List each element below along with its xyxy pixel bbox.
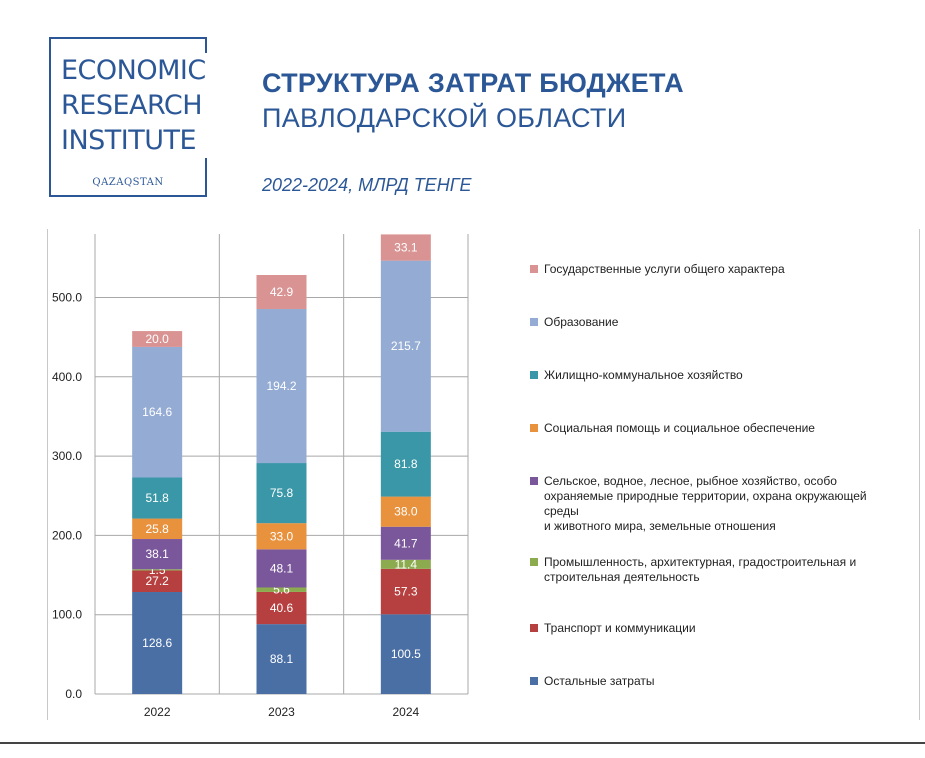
data-label: 194.2 — [266, 379, 296, 393]
bar-segment — [256, 591, 307, 625]
y-tick-label: 500.0 — [52, 290, 82, 304]
bar-segment — [256, 624, 307, 694]
legend-label-line: и животного мира, земельные отношения — [544, 519, 776, 533]
data-label: 215.7 — [391, 339, 421, 353]
data-label: 42.9 — [270, 285, 294, 299]
bar-segment — [380, 496, 431, 527]
bottom-divider — [0, 742, 925, 744]
legend-label-line: Сельское, водное, лесное, рыбное хозяйст… — [544, 474, 837, 488]
bar-segment — [256, 309, 307, 464]
data-label: 88.1 — [270, 652, 294, 666]
legend-label-line: Жилищно-коммунальное хозяйство — [544, 368, 743, 382]
legend-label: Жилищно-коммунальное хозяйство — [544, 368, 884, 383]
data-label: 57.3 — [394, 585, 418, 599]
legend-swatch — [530, 265, 538, 273]
bar-segment — [132, 477, 183, 519]
data-label: 38.0 — [394, 505, 418, 519]
logo-subtitle: QAZAQSTAN — [92, 177, 164, 188]
data-label: 33.0 — [270, 529, 294, 543]
legend-swatch — [530, 318, 538, 326]
bar-segment — [256, 587, 307, 592]
legend-swatch — [530, 558, 538, 566]
bar-segment — [256, 549, 307, 588]
y-tick-label: 0.0 — [65, 687, 82, 701]
bar-segment — [132, 346, 183, 478]
y-tick-label: 300.0 — [52, 449, 82, 463]
bar-segment — [256, 275, 307, 310]
data-label: 41.7 — [394, 536, 418, 550]
x-tick-label: 2024 — [392, 705, 419, 719]
data-label: 100.5 — [391, 647, 421, 661]
data-label: 27.2 — [145, 574, 169, 588]
data-label: 25.8 — [145, 522, 169, 536]
legend-swatch — [530, 477, 538, 485]
data-label: 11.4 — [395, 557, 418, 571]
chart-frame: 0.0 100.0 200.0 300.0 400.0 500.0 128.6 27.2 1.5… — [47, 229, 920, 720]
legend-label-line: охраняемые природные территории, охрана … — [544, 489, 867, 518]
legend-label-line: Промышленность, архитектурная, градостро… — [544, 555, 857, 569]
data-label: 48.1 — [270, 561, 294, 575]
data-label: 75.8 — [270, 486, 294, 500]
legend-label-line: Государственные услуги общего характера — [544, 262, 785, 276]
bar-segment — [132, 569, 183, 571]
legend-label-line: Образование — [544, 315, 619, 329]
legend-label: Социальная помощь и социальное обеспечен… — [544, 421, 884, 436]
data-label: 81.8 — [394, 457, 418, 471]
y-tick-label: 200.0 — [52, 528, 82, 542]
logo-line-2: RESEARCH — [61, 88, 203, 123]
legend-swatch — [530, 624, 538, 632]
x-tick-label: 2023 — [268, 705, 295, 719]
bar-segment — [380, 568, 431, 615]
bar-segment — [132, 592, 183, 694]
data-label: 40.6 — [270, 601, 294, 615]
legend-label: Промышленность, архитектурная, градостро… — [544, 555, 884, 585]
data-label: 20.0 — [145, 332, 169, 346]
bar-segment — [380, 260, 431, 432]
page-title-region: ПАВЛОДАРСКОЙ ОБЛАСТИ — [262, 103, 627, 133]
bar-segment — [132, 518, 183, 540]
logo-line-1: ECONOMIC — [61, 53, 206, 88]
stacked-bar-chart: 0.0100.0200.0300.0400.0500.0128.627.21.5… — [52, 234, 469, 719]
bar-segment — [256, 523, 307, 550]
data-label: 38.1 — [145, 547, 169, 561]
data-label: 128.6 — [142, 636, 172, 650]
legend-label-line: Остальные затраты — [544, 674, 655, 688]
legend-label-line: Социальная помощь и социальное обеспечен… — [544, 421, 815, 435]
logo-wordmark: ECONOMIC RESEARCH INSTITUTE — [61, 53, 291, 158]
data-label: 51.8 — [145, 491, 169, 505]
legend-label: Остальные затраты — [544, 674, 884, 689]
data-label: 164.6 — [142, 405, 172, 419]
bar-segment — [256, 463, 307, 524]
bar-segment — [132, 331, 183, 347]
legend-swatch — [530, 371, 538, 379]
logo-line-3: INSTITUTE — [61, 123, 197, 158]
page-title: СТРУКТУРА ЗАТРАТ БЮДЖЕТА — [262, 68, 684, 98]
bar-segment — [380, 431, 431, 497]
y-tick-label: 100.0 — [52, 608, 82, 622]
eri-logo: ECONOMIC RESEARCH INSTITUTE QAZAQSTAN — [49, 37, 291, 197]
legend-label-line: строительная деятельность — [544, 570, 700, 584]
x-tick-label: 2022 — [144, 705, 171, 719]
bar-segment — [132, 539, 183, 570]
legend-label: Образование — [544, 315, 884, 330]
legend-label: Сельское, водное, лесное, рыбное хозяйст… — [544, 474, 884, 534]
legend-swatch — [530, 677, 538, 685]
bar-segment — [380, 526, 431, 560]
bar-segment — [380, 614, 431, 694]
chart-subtitle: 2022-2024, МЛРД ТЕНГЕ — [262, 175, 472, 195]
legend-label: Транспорт и коммуникации — [544, 621, 884, 636]
bar-segment — [380, 559, 431, 569]
data-label: 33.1 — [394, 241, 418, 255]
bar-segment — [132, 570, 183, 593]
legend-label: Государственные услуги общего характера — [544, 262, 884, 277]
legend-swatch — [530, 424, 538, 432]
legend-label-line: Транспорт и коммуникации — [544, 621, 696, 635]
bar-segment — [380, 234, 431, 261]
y-tick-label: 400.0 — [52, 370, 82, 384]
